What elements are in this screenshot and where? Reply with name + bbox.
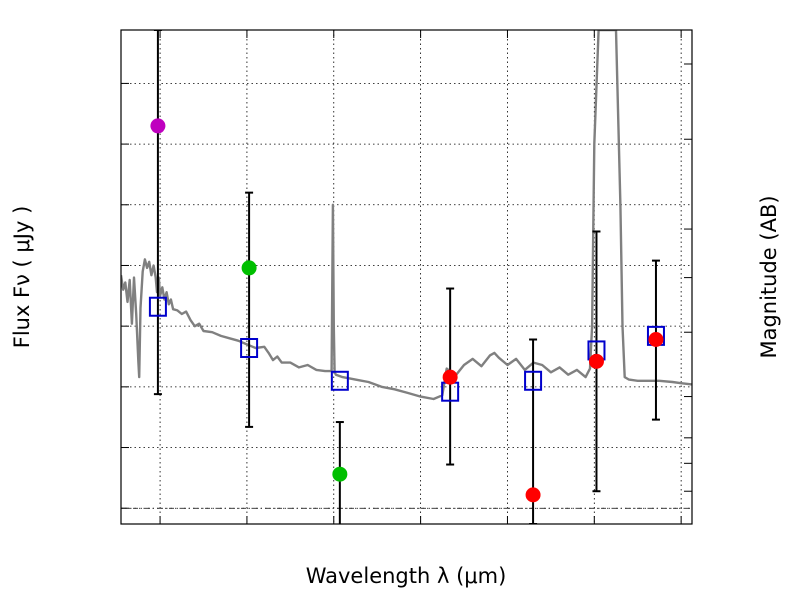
observed-point [332, 466, 348, 482]
observed-point [588, 353, 604, 369]
observed-point [442, 369, 458, 385]
model-band-box [148, 296, 167, 317]
right-axis-label: Magnitude (AB) [757, 195, 781, 358]
plot-frame [120, 29, 693, 525]
model-band-box [240, 338, 259, 359]
observed-point [150, 118, 166, 134]
model-spectrum-line [121, 30, 692, 401]
observed-point [241, 260, 257, 276]
observed-points [150, 118, 664, 503]
x-axis-label: Wavelength λ (μm) [306, 564, 507, 588]
observed-point [648, 332, 664, 348]
model-band-box [524, 370, 543, 391]
observed-point [525, 487, 541, 503]
model-band-box [330, 370, 349, 391]
y-axis-label: Flux Fν ( μJy ) [10, 206, 34, 349]
axis-ticks [121, 30, 692, 524]
model-spectrum-layer [121, 30, 692, 401]
